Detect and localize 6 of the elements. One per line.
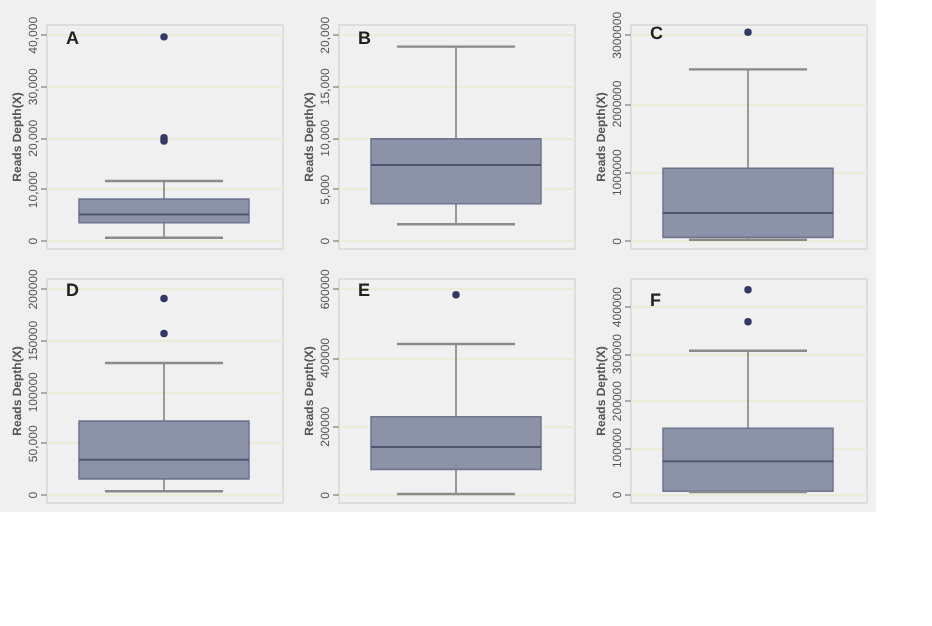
chart-title: B <box>358 27 372 48</box>
chart-title: D <box>66 280 80 301</box>
text: F <box>650 290 662 310</box>
chart-title: E <box>358 280 371 301</box>
chart-title: A <box>66 27 80 48</box>
chart-title: C <box>650 22 664 43</box>
